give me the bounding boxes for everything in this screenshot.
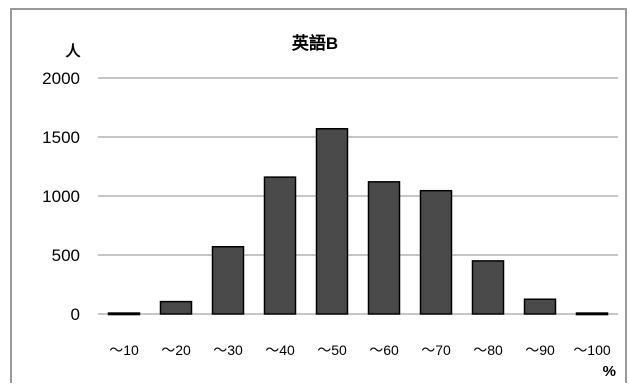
bar-1 — [107, 312, 141, 316]
y-tick-label: 0 — [71, 305, 80, 324]
x-axis-unit-label: % — [603, 363, 616, 380]
chart-title: 英語B — [292, 33, 338, 53]
x-tick-label: ～80 — [473, 342, 503, 358]
bar-2 — [159, 300, 193, 315]
bar-7 — [419, 189, 453, 315]
y-tick-label: 2000 — [42, 69, 80, 88]
y-tick-label: 1500 — [42, 128, 80, 147]
x-tick-label: ～90 — [525, 342, 555, 358]
chart-frame — [10, 8, 627, 383]
gridlines — [98, 77, 618, 315]
bar-5 — [315, 127, 349, 315]
bar-4 — [263, 176, 297, 315]
x-tick-label: ～40 — [265, 342, 295, 358]
x-tick-label: ～70 — [421, 342, 451, 358]
x-tick-label: ～60 — [369, 342, 399, 358]
bar-3 — [211, 245, 245, 315]
bar-6 — [367, 181, 401, 315]
x-tick-label: ～30 — [213, 342, 243, 358]
y-axis-unit-label: 人 — [65, 43, 81, 60]
x-tick-labels: ～10 ～20 ～30 ～40 ～50 ～60 ～70 ～80 ～90 ～100 — [109, 342, 611, 358]
x-tick-label: ～10 — [109, 342, 139, 358]
bar-8 — [471, 260, 505, 315]
x-tick-label: ～20 — [161, 342, 191, 358]
bar-10 — [575, 312, 609, 316]
bar-9 — [523, 298, 557, 315]
y-tick-label: 1000 — [42, 187, 80, 206]
y-tick-labels: 0 500 1000 1500 2000 — [42, 69, 80, 324]
y-tick-label: 500 — [52, 246, 80, 265]
bars — [107, 127, 609, 316]
x-tick-label: ～100 — [573, 342, 611, 358]
x-tick-label: ～50 — [317, 342, 347, 358]
